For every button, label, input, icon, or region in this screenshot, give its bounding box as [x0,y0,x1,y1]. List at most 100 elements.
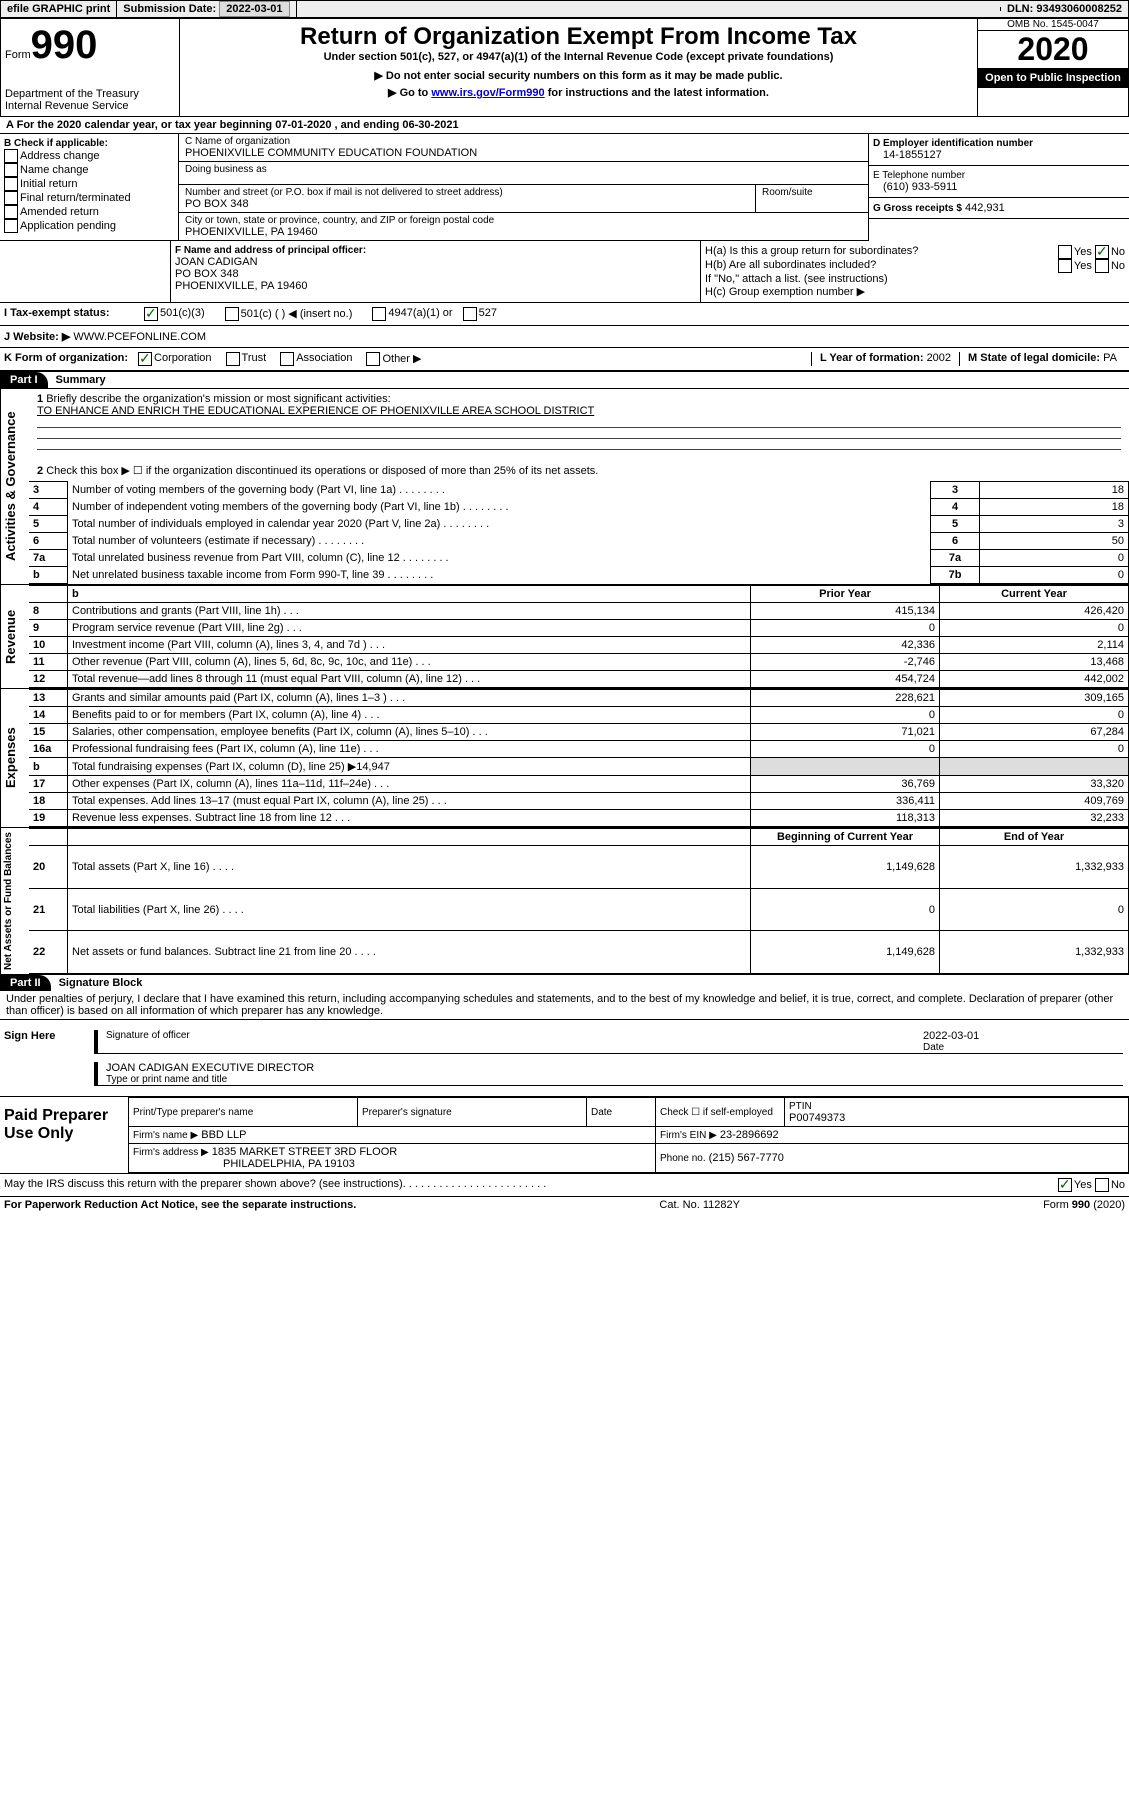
ag-table: 3Number of voting members of the governi… [29,481,1129,584]
omb-number: OMB No. 1545-0047 [978,19,1128,31]
paid-preparer-label: Paid Preparer Use Only [0,1097,128,1173]
year-formation: 2002 [927,352,951,364]
netassets-table: Beginning of Current YearEnd of Year 20T… [29,828,1129,974]
form-title: Return of Organization Exempt From Incom… [184,23,973,51]
discuss-label: May the IRS discuss this return with the… [4,1178,403,1192]
website-value: WWW.PCEFONLINE.COM [73,331,206,343]
side-ag: Activities & Governance [0,389,29,584]
cb-group-yes[interactable] [1058,245,1072,259]
open-inspection: Open to Public Inspection [978,68,1128,88]
footer-mid: Cat. No. 11282Y [659,1199,740,1211]
tax-year: 2020 [978,31,1128,68]
hc-label: H(c) Group exemption number ▶ [705,285,1125,298]
sig-officer-label: Signature of officer [106,1030,923,1041]
form-subtitle: Under section 501(c), 527, or 4947(a)(1)… [184,51,973,63]
footer-left: For Paperwork Reduction Act Notice, see … [4,1199,356,1211]
identity-section: B Check if applicable: Address change Na… [0,134,1129,241]
period-line: A For the 2020 calendar year, or tax yea… [0,117,1129,134]
e-label: E Telephone number [873,170,1125,181]
efile-label: efile GRAPHIC print [7,3,110,15]
domicile-state: PA [1103,352,1117,364]
ha-label: H(a) Is this a group return for subordin… [705,245,918,259]
part1-title: Summary [48,372,114,388]
cb-address-change[interactable] [4,149,18,163]
part1-tab: Part I [0,372,48,388]
hb-label: H(b) Are all subordinates included? [705,259,876,273]
i-label: I Tax-exempt status: [4,307,144,321]
j-label: J Website: ▶ [4,331,70,343]
note-ssn: ▶ Do not enter social security numbers o… [184,69,973,82]
sig-date-value: 2022-03-01 [923,1030,1123,1042]
cb-501c3[interactable] [144,307,158,321]
b-label: B Check if applicable: [4,138,174,149]
instructions-link[interactable]: www.irs.gov/Form990 [431,87,544,99]
officer-name: JOAN CADIGAN [175,256,696,268]
street-label: Number and street (or P.O. box if mail i… [185,187,749,198]
dba-label: Doing business as [185,164,862,175]
cb-corp[interactable] [138,352,152,366]
note-link-pre: ▶ Go to [388,87,431,99]
d-label: D Employer identification number [873,138,1125,149]
side-exp: Expenses [0,689,29,827]
cb-initial-return[interactable] [4,177,18,191]
phone-value: (610) 933-5911 [873,181,1125,193]
mission-text: TO ENHANCE AND ENRICH THE EDUCATIONAL EX… [37,405,594,417]
side-rev: Revenue [0,585,29,688]
org-form-row: K Form of organization: Corporation Trus… [0,348,1129,371]
revenue-table: bPrior YearCurrent Year 8Contributions a… [29,585,1129,688]
street-value: PO BOX 348 [185,198,749,210]
dept-label: Department of the Treasury Internal Reve… [5,88,175,112]
cb-name-change[interactable] [4,163,18,177]
footer-right: Form 990 (2020) [1043,1199,1125,1211]
dln-label: DLN: [1007,3,1033,15]
officer-city: PHOENIXVILLE, PA 19460 [175,280,696,292]
top-bar: efile GRAPHIC print Submission Date: 202… [0,0,1129,18]
form-header: Form990 Department of the Treasury Inter… [0,18,1129,117]
cb-discuss-yes[interactable] [1058,1178,1072,1192]
f-label: F Name and address of principal officer: [175,245,696,256]
cb-group-no[interactable] [1095,245,1109,259]
part2-title: Signature Block [51,975,151,991]
part1-header: Part I Summary [0,371,1129,388]
ein-value: 14-1855127 [873,149,1125,161]
officer-signed-name: JOAN CADIGAN EXECUTIVE DIRECTOR [106,1062,1123,1074]
q2-label: Check this box ▶ ☐ if the organization d… [46,465,598,477]
sign-here-label: Sign Here [0,1020,88,1096]
city-label: City or town, state or province, country… [185,215,862,226]
m-label: M State of legal domicile: [968,352,1100,364]
cb-final-return[interactable] [4,191,18,205]
city-value: PHOENIXVILLE, PA 19460 [185,226,862,238]
cb-app-pending[interactable] [4,219,18,233]
tax-status-row: I Tax-exempt status: 501(c)(3) 501(c) ( … [0,303,1129,326]
cb-501c[interactable] [225,307,239,321]
type-name-label: Type or print name and title [106,1074,1123,1085]
declaration-text: Under penalties of perjury, I declare th… [0,991,1129,1020]
sig-date-label: Date [923,1042,1123,1053]
cb-trust[interactable] [226,352,240,366]
cb-discuss-no[interactable] [1095,1178,1109,1192]
period-text: For the 2020 calendar year, or tax year … [17,119,459,131]
submission-label: Submission Date: [123,3,216,15]
k-label: K Form of organization: [4,352,128,366]
cb-527[interactable] [463,307,477,321]
preparer-table: Print/Type preparer's name Preparer's si… [128,1097,1129,1173]
submission-date-button[interactable]: 2022-03-01 [219,1,289,17]
cb-sub-yes[interactable] [1058,259,1072,273]
cb-assoc[interactable] [280,352,294,366]
gross-receipts: 442,931 [965,202,1005,214]
cb-other[interactable] [366,352,380,366]
room-label: Room/suite [762,187,862,198]
dln-value: 93493060008252 [1036,3,1122,15]
part2-header: Part II Signature Block [0,974,1129,991]
cb-sub-no[interactable] [1095,259,1109,273]
cb-amended[interactable] [4,205,18,219]
form-number: 990 [31,23,98,67]
part2-tab: Part II [0,975,51,991]
officer-group-section: F Name and address of principal officer:… [0,241,1129,303]
side-na: Net Assets or Fund Balances [0,828,29,974]
hb-note: If "No," attach a list. (see instruction… [705,273,1125,285]
cb-4947[interactable] [372,307,386,321]
c-name-label: C Name of organization [185,136,862,147]
l-label: L Year of formation: [820,352,924,364]
org-name: PHOENIXVILLE COMMUNITY EDUCATION FOUNDAT… [185,147,862,159]
